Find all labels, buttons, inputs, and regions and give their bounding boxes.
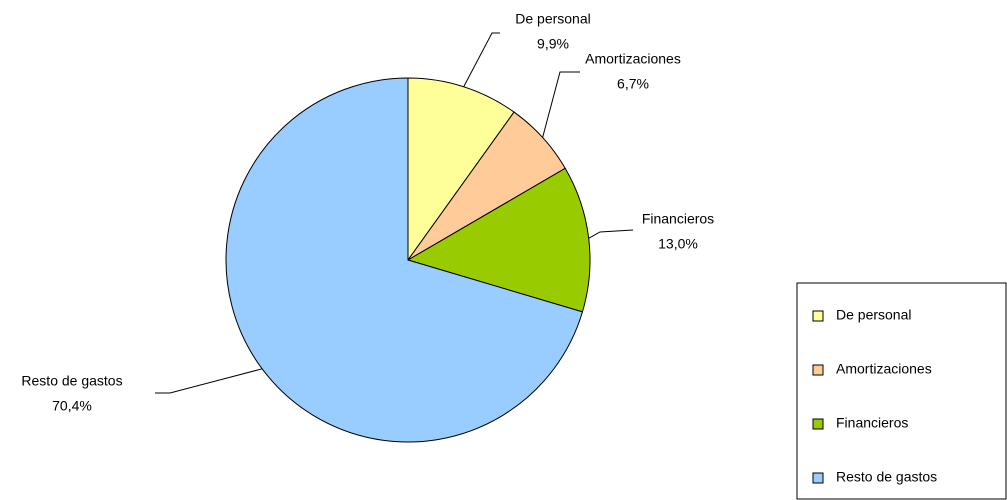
legend-label: Amortizaciones bbox=[836, 361, 932, 377]
pie-slice bbox=[407, 77, 515, 262]
pie-slice bbox=[406, 167, 591, 313]
legend-swatch bbox=[812, 472, 824, 484]
leader-line bbox=[463, 32, 500, 87]
slice-label: Amortizaciones bbox=[585, 51, 681, 67]
legend-swatch bbox=[812, 310, 824, 322]
pie-slice bbox=[225, 77, 584, 443]
leader-line bbox=[542, 71, 580, 138]
slice-value-label: 70,4% bbox=[52, 398, 92, 414]
legend-box bbox=[796, 282, 1007, 500]
leader-line bbox=[155, 368, 263, 394]
legend-swatch bbox=[812, 418, 824, 430]
slice-label: De personal bbox=[515, 11, 591, 27]
slice-value-label: 6,7% bbox=[617, 76, 649, 92]
legend-label: Financieros bbox=[836, 415, 908, 431]
legend-swatch bbox=[812, 364, 824, 376]
legend-label: Resto de gastos bbox=[836, 469, 937, 485]
slice-label: Resto de gastos bbox=[21, 373, 122, 389]
slice-value-label: 13,0% bbox=[658, 236, 698, 252]
slice-label: Financieros bbox=[642, 211, 714, 227]
leader-line bbox=[588, 229, 634, 239]
slice-value-label: 9,9% bbox=[537, 36, 569, 52]
legend-label: De personal bbox=[836, 307, 912, 323]
